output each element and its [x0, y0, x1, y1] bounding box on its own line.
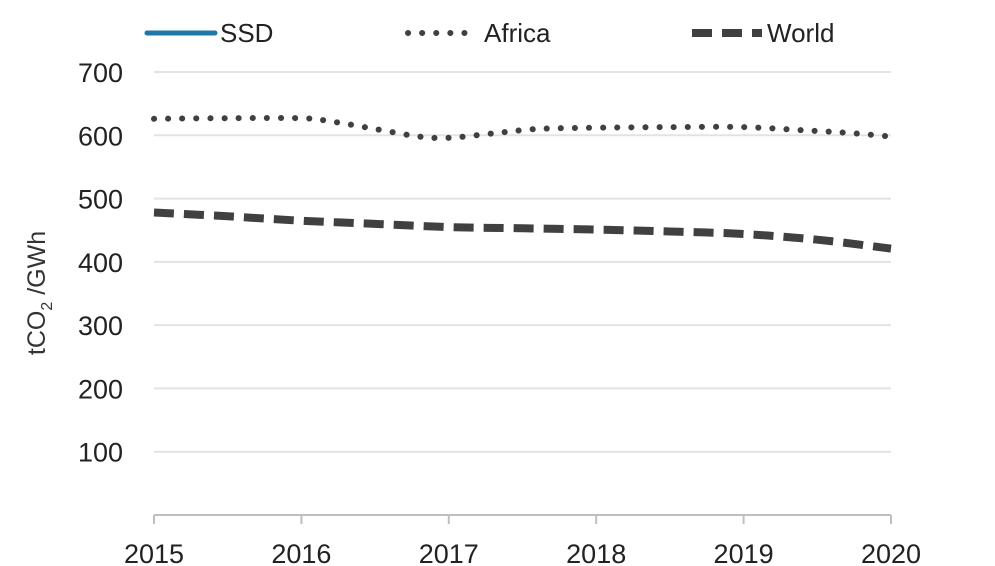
x-tick-label-2017: 2017	[419, 539, 479, 566]
series-line-africa	[151, 114, 894, 142]
legend-label-world: World	[767, 18, 834, 48]
legend-label-africa: Africa	[484, 18, 551, 48]
y-axis-label-unit: /GWh	[23, 231, 51, 302]
y-axis-label: tCO2 /GWh	[23, 231, 56, 355]
y-axis-label-subscript: 2	[39, 302, 56, 311]
y-axis-ticks: 100 200 300 400 500 600 700	[78, 58, 123, 468]
y-tick-label-600: 600	[78, 121, 123, 151]
y-tick-label-500: 500	[78, 185, 123, 215]
x-tick-label-2015: 2015	[124, 539, 184, 566]
x-tick-label-2020: 2020	[861, 539, 921, 566]
series-line-world	[153, 208, 892, 253]
y-axis-label-main: tCO	[23, 311, 51, 355]
series-lines	[151, 114, 894, 253]
y-tick-label-400: 400	[78, 248, 123, 278]
legend-label-ssd: SSD	[220, 18, 273, 48]
y-tick-label-300: 300	[78, 311, 123, 341]
x-axis: 2015 2016 2017 2018 2019 2020	[124, 514, 921, 566]
x-tick-label-2018: 2018	[566, 539, 626, 566]
y-tick-label-700: 700	[78, 58, 123, 88]
chart-legend: SSD Africa World	[144, 18, 834, 48]
x-tick-label-2019: 2019	[714, 539, 774, 566]
y-tick-label-200: 200	[78, 374, 123, 404]
gridlines	[154, 71, 891, 453]
y-tick-label-100: 100	[78, 438, 123, 468]
x-tick-label-2016: 2016	[271, 539, 331, 566]
